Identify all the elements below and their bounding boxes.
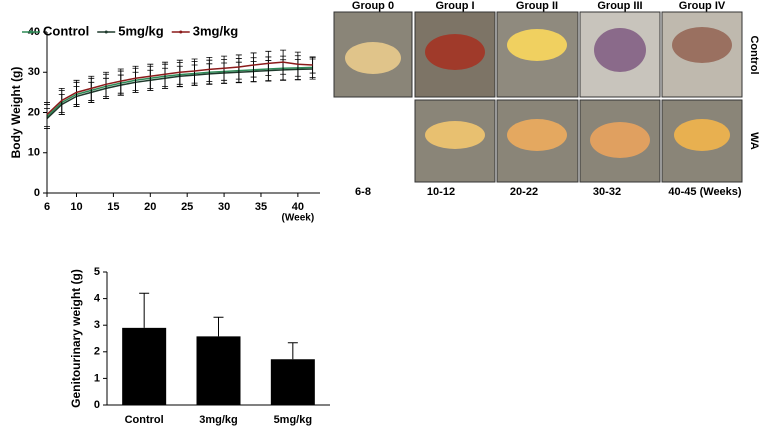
error-bar [213, 316, 224, 337]
y-tick-label: 4 [94, 293, 101, 305]
bar [196, 336, 241, 405]
legend-label: 3mg/kg [193, 23, 239, 38]
group-label: Group 0 [352, 0, 394, 12]
x-tick-label: 6 [44, 201, 50, 213]
x-tick-label: 25 [181, 201, 193, 213]
group-label: Group II [516, 0, 558, 12]
x-tick-label: 20 [144, 201, 156, 213]
x-tick-label: 40 [292, 201, 304, 213]
legend-marker [179, 30, 183, 34]
x-tick-label: 10 [70, 201, 82, 213]
legend-marker [29, 30, 33, 34]
y-tick-label: 20 [28, 106, 40, 118]
organ [507, 29, 567, 61]
y-tick-label: 10 [28, 147, 40, 159]
row-label: WA [748, 132, 760, 150]
error-bar [287, 342, 298, 360]
x-tick-label: 15 [107, 201, 119, 213]
y-axis-label: Body Weight (g) [9, 67, 23, 159]
series-line [46, 61, 313, 116]
y-tick-label: 2 [94, 346, 100, 358]
x-axis-label: (Week) [282, 213, 315, 224]
legend-label: Control [43, 23, 89, 38]
week-label: 20-22 [510, 186, 538, 198]
error-bar [44, 102, 50, 127]
bar [270, 359, 315, 405]
legend-marker [104, 30, 108, 34]
bar [122, 327, 167, 405]
week-label: 40-45 (Weeks) [668, 186, 742, 198]
organ [594, 28, 646, 72]
y-tick-label: 1 [94, 372, 100, 384]
group-label: Group IV [679, 0, 726, 12]
organ [425, 121, 485, 149]
error-bar [309, 56, 316, 74]
organ [425, 34, 485, 70]
y-axis-label: Genitourinary weight (g) [69, 269, 83, 408]
week-label: 6-8 [355, 186, 371, 198]
x-tick-label: 5mg/kg [274, 414, 313, 426]
y-tick-label: 0 [94, 399, 100, 411]
group-label: Group I [435, 0, 474, 12]
group-label: Group III [597, 0, 642, 12]
x-tick-label: 35 [255, 201, 267, 213]
x-tick-label: 3mg/kg [199, 414, 238, 426]
y-tick-label: 0 [34, 187, 40, 199]
photo-grid [333, 11, 743, 183]
y-tick-label: 5 [94, 266, 100, 278]
organ [674, 119, 730, 151]
row-label: Control [748, 35, 760, 74]
legend-label: 5mg/kg [118, 23, 164, 38]
organ [590, 122, 650, 158]
y-tick-label: 30 [28, 66, 40, 78]
organ [672, 27, 732, 63]
organ [507, 119, 567, 151]
y-tick-label: 3 [94, 319, 100, 331]
organ [345, 42, 401, 74]
week-label: 30-32 [593, 186, 621, 198]
x-tick-label: 30 [218, 201, 230, 213]
x-tick-label: Control [125, 414, 164, 426]
week-label: 10-12 [427, 186, 455, 198]
error-bar [139, 292, 150, 328]
